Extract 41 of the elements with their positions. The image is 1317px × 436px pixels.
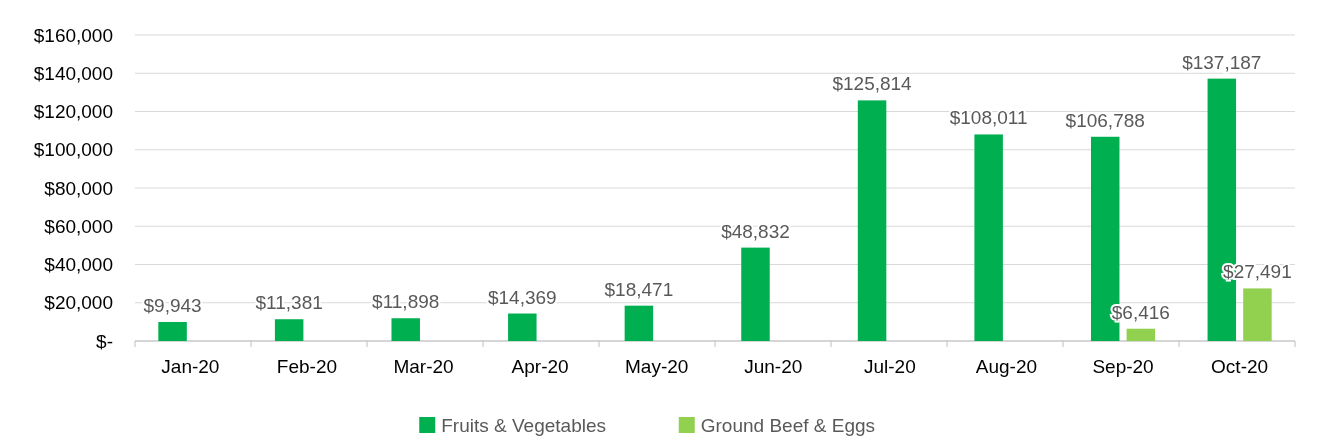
x-tick-label: Jul-20 (864, 356, 916, 377)
x-tick-label: Oct-20 (1211, 356, 1269, 377)
y-tick-label: $160,000 (33, 24, 113, 46)
data-label: $106,788 (1065, 109, 1145, 131)
bar (974, 134, 1003, 341)
y-tick-label: $20,000 (44, 292, 113, 314)
data-label: $137,187 (1182, 51, 1262, 73)
x-tick-label: Aug-20 (975, 356, 1038, 377)
y-tick-label: $40,000 (44, 254, 113, 276)
y-tick-label: $140,000 (33, 62, 113, 84)
legend-label: Fruits & Vegetables (441, 414, 607, 436)
bar (624, 305, 654, 341)
data-label: $108,011 (949, 107, 1028, 129)
x-tick-label: Jan-20 (161, 356, 220, 377)
bar (274, 319, 304, 341)
x-tick-label: Apr-20 (511, 356, 569, 377)
bar (391, 318, 420, 341)
x-tick-label: Mar-20 (393, 356, 454, 377)
data-label: $125,814 (832, 73, 913, 95)
data-label: $14,369 (487, 286, 557, 308)
y-tick-label: $- (96, 330, 113, 352)
bar (1126, 328, 1156, 341)
y-tick-label: $100,000 (33, 139, 113, 161)
y-tick-label: $60,000 (44, 215, 113, 237)
x-tick-label: Feb-20 (276, 356, 338, 377)
legend-label: Ground Beef & Eggs (700, 414, 876, 436)
x-tick-label: Sep-20 (1092, 356, 1154, 377)
data-label: $18,471 (604, 278, 674, 300)
y-tick-label: $120,000 (33, 101, 113, 123)
bar (158, 321, 187, 341)
data-label: $48,832 (721, 220, 790, 242)
bar (1243, 288, 1272, 341)
bar (508, 313, 537, 341)
bar (741, 247, 770, 341)
data-label: $11,898 (372, 291, 440, 313)
x-tick-label: May-20 (625, 356, 689, 377)
bar (857, 100, 887, 341)
x-tick-label: Jun-20 (744, 356, 803, 377)
data-label: $11,381 (255, 292, 323, 314)
y-tick-label: $80,000 (44, 177, 113, 199)
data-label: $9,943 (143, 294, 202, 316)
